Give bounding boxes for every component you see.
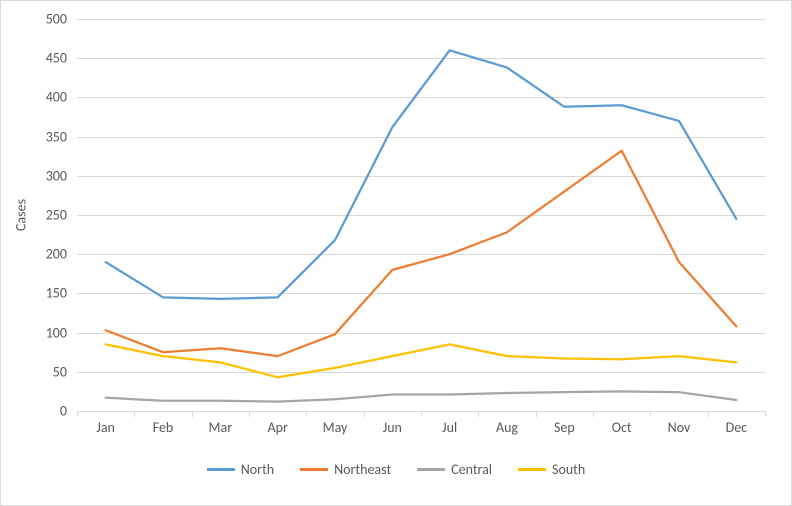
series-line-central <box>106 391 737 401</box>
plot-area <box>77 19 765 411</box>
legend-item: South <box>518 461 585 478</box>
series-svg <box>77 19 765 411</box>
x-tick-label: Feb <box>153 419 174 436</box>
x-tick-mark <box>536 411 537 417</box>
x-tick-label: Dec <box>726 419 748 436</box>
x-tick-label: Oct <box>612 419 632 436</box>
legend-item: Central <box>417 461 492 478</box>
x-tick-label: Mar <box>209 419 233 436</box>
x-tick-mark <box>134 411 135 417</box>
legend-label: South <box>552 461 585 478</box>
x-tick-label: Jan <box>96 419 115 436</box>
legend-swatch <box>300 468 328 471</box>
legend-swatch <box>518 468 546 471</box>
y-tick-label: 0 <box>1 403 67 420</box>
y-tick-label: 350 <box>1 128 67 145</box>
legend: North Northeast Central South <box>1 461 791 478</box>
legend-label: Central <box>451 461 492 478</box>
y-tick-label: 400 <box>1 89 67 106</box>
x-tick-label: Jul <box>442 419 457 436</box>
legend-label: North <box>241 461 274 478</box>
x-tick-label: Nov <box>668 419 691 436</box>
x-tick-mark <box>593 411 594 417</box>
x-tick-label: Apr <box>267 419 287 436</box>
x-tick-mark <box>478 411 479 417</box>
x-tick-mark <box>650 411 651 417</box>
legend-swatch <box>417 468 445 471</box>
x-tick-mark <box>77 411 78 417</box>
y-tick-label: 250 <box>1 207 67 224</box>
x-tick-mark <box>249 411 250 417</box>
x-tick-label: Aug <box>496 419 518 436</box>
legend-swatch <box>207 468 235 471</box>
y-tick-label: 100 <box>1 324 67 341</box>
y-axis-title: Cases <box>13 199 30 231</box>
chart-frame: 0 50 100 150 200 250 300 350 400 450 500 Cases Jan Fe… <box>0 0 792 506</box>
legend-item: North <box>207 461 274 478</box>
legend-label: Northeast <box>334 461 391 478</box>
x-tick-label: Sep <box>554 419 575 436</box>
x-tick-label: Jun <box>383 419 402 436</box>
y-tick-label: 500 <box>1 11 67 28</box>
y-tick-label: 450 <box>1 50 67 67</box>
x-tick-mark <box>708 411 709 417</box>
x-tick-mark <box>192 411 193 417</box>
x-tick-mark <box>765 411 766 417</box>
y-tick-label: 200 <box>1 246 67 263</box>
legend-item: Northeast <box>300 461 391 478</box>
x-tick-mark <box>421 411 422 417</box>
y-tick-label: 150 <box>1 285 67 302</box>
series-line-northeast <box>106 151 737 356</box>
y-tick-label: 50 <box>1 363 67 380</box>
x-tick-mark <box>306 411 307 417</box>
y-tick-label: 300 <box>1 167 67 184</box>
x-tick-label: May <box>323 419 348 436</box>
x-tick-mark <box>364 411 365 417</box>
